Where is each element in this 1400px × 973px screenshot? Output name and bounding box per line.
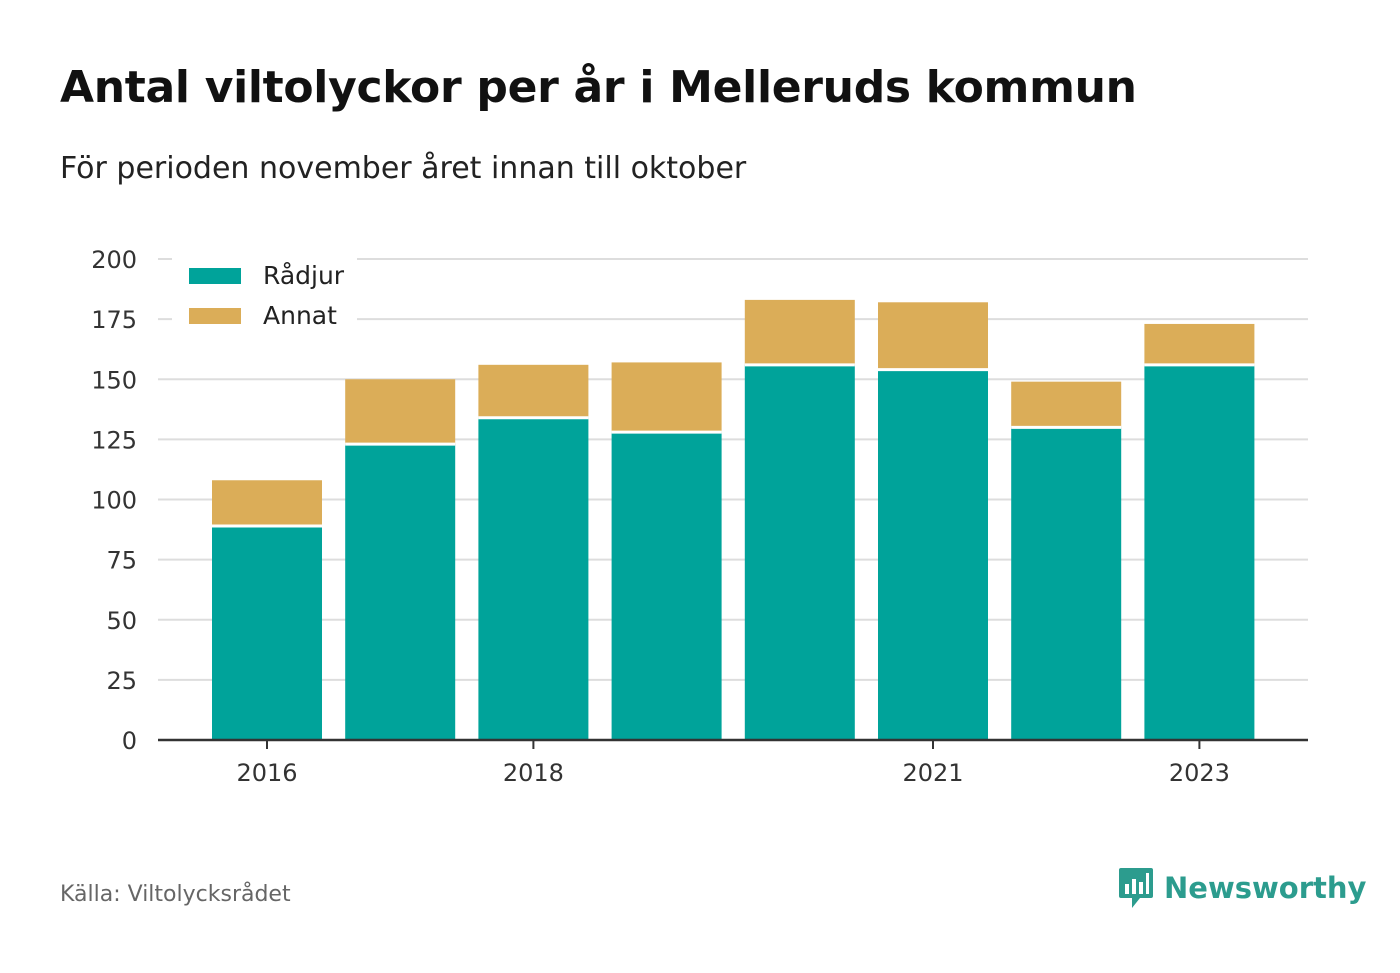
chart-subtitle: För perioden november året innan till ok…	[60, 151, 747, 186]
bar-annat	[744, 299, 855, 365]
brand-name: Newsworthy	[1164, 871, 1367, 905]
y-tick-label: 175	[91, 306, 137, 334]
bar-annat	[345, 379, 456, 445]
bar-radjur	[212, 525, 322, 740]
y-tick-label: 50	[106, 607, 137, 635]
y-tick-label: 75	[106, 547, 137, 575]
newsworthy-logo-icon	[1119, 868, 1153, 908]
x-tick-label: 2023	[1169, 759, 1230, 787]
bars	[212, 299, 1255, 740]
bar-radjur	[1011, 427, 1122, 740]
legend-label-radjur: Rådjur	[263, 261, 345, 290]
bar-annat	[1011, 381, 1122, 428]
y-tick-label: 200	[91, 246, 137, 274]
chart-title: Antal viltolyckor per år i Melleruds kom…	[60, 62, 1137, 113]
bar-radjur	[345, 444, 456, 740]
brand-logo: Newsworthy	[1118, 866, 1366, 910]
y-tick-label: 100	[91, 487, 137, 515]
legend-swatch-annat	[189, 308, 241, 324]
y-axis-labels: 0 25 50 75 100 125 150 175 200	[91, 246, 137, 755]
x-tick-label: 2016	[236, 759, 297, 787]
y-tick-label: 0	[122, 727, 137, 755]
y-tick-label: 25	[106, 667, 137, 695]
bar-radjur	[1144, 364, 1255, 740]
x-axis: 2016 2018 2021 2023	[158, 738, 1308, 787]
bar-annat	[478, 364, 589, 418]
bar-annat	[611, 362, 722, 433]
y-tick-label: 125	[91, 426, 137, 454]
bar-radjur	[744, 364, 855, 740]
bar-annat	[1144, 323, 1255, 365]
bar-radjur	[478, 417, 589, 740]
y-tick-label: 150	[91, 366, 137, 394]
legend: Rådjur Annat	[172, 258, 357, 338]
legend-swatch-radjur	[189, 268, 241, 284]
legend-label-annat: Annat	[263, 301, 337, 330]
x-tick-label: 2018	[503, 759, 564, 787]
source-note: Källa: Viltolycksrådet	[60, 882, 291, 907]
bar-radjur	[878, 369, 988, 740]
bar-radjur	[611, 432, 722, 740]
x-tick-label: 2021	[902, 759, 963, 787]
bar-annat	[878, 302, 988, 370]
bar-annat	[212, 480, 322, 526]
